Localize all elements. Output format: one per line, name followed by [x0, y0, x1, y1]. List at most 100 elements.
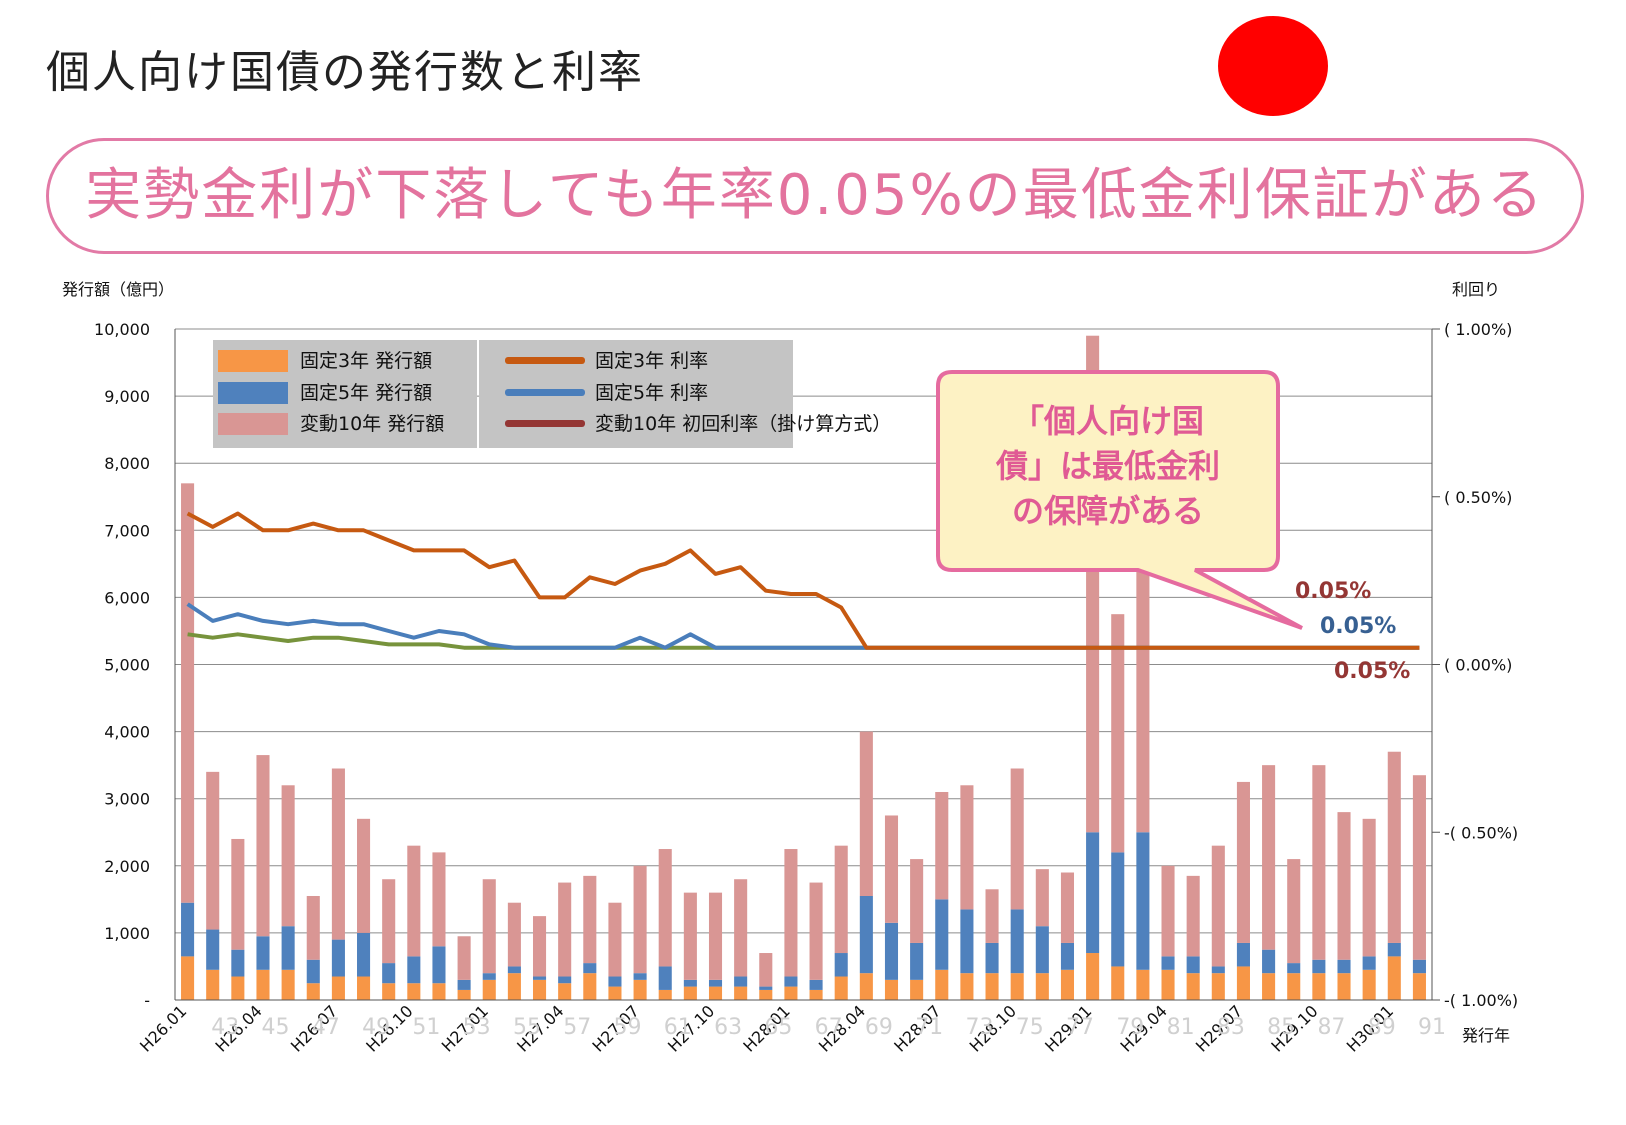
bar-floating10 — [1211, 845, 1225, 967]
bar-fixed3 — [1086, 953, 1100, 1000]
bar-floating10 — [1387, 751, 1401, 943]
bar-fixed5 — [558, 976, 572, 984]
bar-fixed5 — [206, 929, 220, 970]
bar-fixed5 — [884, 922, 899, 980]
bar-fixed5 — [1035, 926, 1049, 974]
headline-text: 実勢金利が下落しても年率0.05%の最低金利保証がある — [85, 163, 1545, 228]
bar-floating10 — [532, 916, 547, 977]
bar-fixed5 — [1010, 909, 1024, 974]
bar-fixed3 — [1236, 966, 1250, 1000]
bar-floating10 — [231, 838, 245, 950]
bar-floating10 — [407, 845, 421, 957]
bar-floating10 — [331, 768, 345, 940]
bar-fixed3 — [558, 983, 572, 1000]
bar-fixed3 — [1387, 956, 1401, 1000]
x-faded-tick-label: 69 — [865, 1015, 893, 1040]
bar-floating10 — [1412, 775, 1426, 960]
bar-fixed3 — [482, 979, 496, 1000]
bar-fixed5 — [1161, 956, 1175, 970]
x-faded-tick-label: 57 — [563, 1015, 591, 1040]
bar-fixed5 — [231, 949, 245, 977]
x-faded-tick-label: 89 — [1368, 1015, 1396, 1040]
bar-floating10 — [357, 818, 371, 933]
bar-floating10 — [985, 889, 999, 943]
red-circle-marker — [1218, 16, 1328, 116]
bar-fixed3 — [985, 973, 999, 1000]
x-faded-tick-label: 91 — [1418, 1015, 1446, 1040]
bar-fixed3 — [1010, 973, 1024, 1000]
bar-fixed5 — [1262, 949, 1276, 974]
bar-fixed3 — [960, 973, 974, 1000]
legend-swatch-floating10-bar — [218, 413, 288, 435]
x-faded-tick-label: 55 — [513, 1015, 541, 1040]
callout-line-3: の保障がある — [1012, 492, 1204, 530]
y-left-tick-label: 10,000 — [94, 320, 150, 339]
bar-floating10 — [382, 879, 396, 964]
y-left-tick-label: 7,000 — [104, 521, 150, 540]
bar-fixed3 — [1186, 973, 1200, 1000]
x-faded-tick-label: 77 — [1066, 1015, 1094, 1040]
y-left-tick-label: 5,000 — [104, 656, 150, 675]
bar-floating10 — [206, 771, 220, 930]
bar-floating10 — [181, 483, 195, 903]
bar-fixed3 — [1362, 969, 1376, 1000]
bar-fixed5 — [1136, 832, 1150, 970]
bar-fixed3 — [583, 973, 597, 1000]
line-floating10-rate — [187, 632, 1420, 650]
bar-fixed3 — [759, 989, 773, 1000]
annotation-fixed3-rate: 0.05% — [1295, 579, 1371, 604]
bar-fixed5 — [960, 909, 974, 974]
bar-floating10 — [708, 892, 723, 980]
y-left-tick-label: 9,000 — [104, 387, 150, 406]
bar-fixed5 — [834, 953, 848, 977]
bar-fixed5 — [1111, 852, 1125, 967]
y-left-tick-label: 6,000 — [104, 588, 150, 607]
y-left-tick-label: 2,000 — [104, 857, 150, 876]
legend-swatch-fixed5-bar — [218, 382, 288, 404]
y-right-tick-label: ( 0.50%) — [1444, 488, 1512, 507]
bar-fixed5 — [985, 942, 999, 974]
x-faded-tick-label: 43 — [211, 1015, 239, 1040]
bar-floating10 — [859, 731, 873, 896]
x-faded-tick-label: 47 — [312, 1015, 340, 1040]
bar-fixed5 — [457, 979, 471, 990]
bar-fixed3 — [1060, 969, 1075, 1000]
bar-fixed5 — [357, 932, 371, 977]
bar-fixed3 — [1161, 969, 1175, 1000]
bar-fixed5 — [331, 939, 345, 977]
legend: 固定3年 発行額 固定5年 発行額 変動10年 発行額 固定3年 利率 固定5年… — [213, 340, 891, 448]
bar-fixed5 — [859, 895, 873, 974]
bar-fixed3 — [457, 989, 471, 1000]
bar-fixed5 — [608, 976, 622, 987]
bar-fixed5 — [1086, 832, 1100, 954]
x-faded-tick-label: 61 — [664, 1015, 692, 1040]
bar-floating10 — [608, 902, 622, 977]
bar-fixed5 — [1186, 956, 1200, 974]
headline-banner: 実勢金利が下落しても年率0.05%の最低金利保証がある — [46, 138, 1584, 254]
legend-label-floating10-bar: 変動10年 発行額 — [300, 413, 444, 435]
bar-floating10 — [507, 902, 521, 967]
bar-fixed5 — [633, 973, 647, 980]
bar-floating10 — [734, 879, 748, 977]
y-right-tick-label: -( 0.50%) — [1444, 823, 1518, 842]
bar-floating10 — [1035, 869, 1049, 927]
bar-fixed3 — [658, 989, 672, 1000]
bar-fixed5 — [1060, 942, 1075, 970]
bar-fixed3 — [1035, 973, 1049, 1000]
bar-fixed3 — [306, 983, 320, 1000]
x-faded-tick-label: 73 — [965, 1015, 993, 1040]
x-faded-tick-label: 59 — [614, 1015, 642, 1040]
y-left-tick-label: 1,000 — [104, 924, 150, 943]
bar-fixed5 — [281, 926, 295, 970]
bar-floating10 — [457, 936, 471, 980]
bar-fixed3 — [256, 969, 270, 1000]
bar-fixed5 — [181, 902, 195, 957]
bar-fixed5 — [1387, 942, 1401, 957]
bar-fixed3 — [281, 969, 295, 1000]
bar-floating10 — [683, 892, 697, 980]
bar-fixed3 — [407, 983, 421, 1000]
bar-fixed3 — [181, 956, 195, 1000]
bar-floating10 — [1010, 768, 1024, 910]
bar-floating10 — [834, 845, 848, 954]
legend-swatch-fixed5-line — [505, 389, 585, 396]
